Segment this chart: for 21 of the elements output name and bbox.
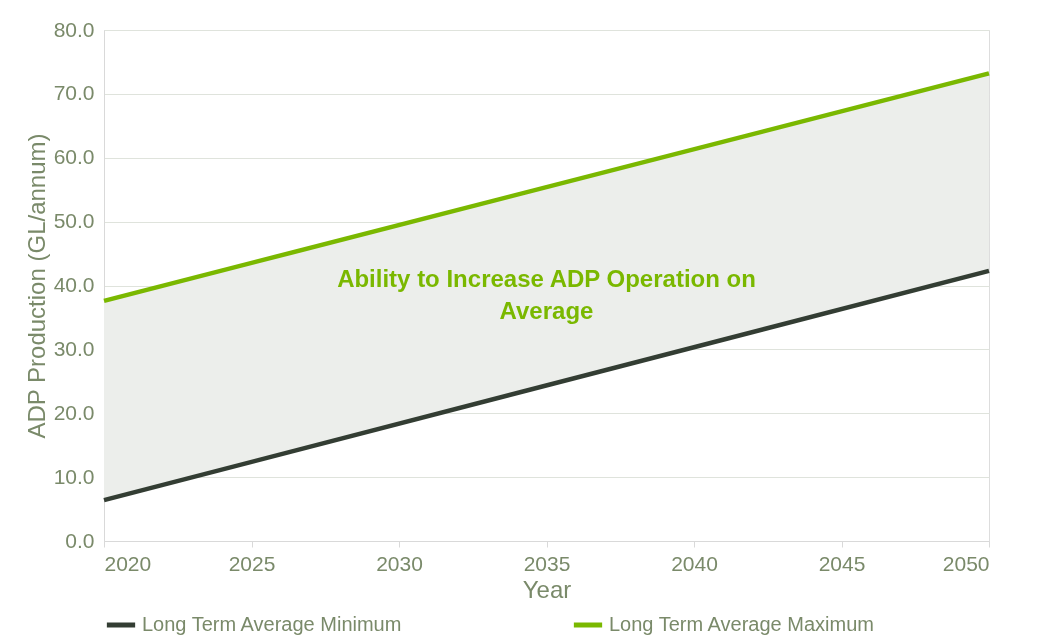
y-tick-label: 0.0: [65, 528, 95, 552]
annotation: Ability to Increase ADP Operation on Average: [337, 265, 756, 325]
y-tick-label: 10.0: [53, 464, 95, 488]
y-axis-title: ADP Production (GL/annum): [22, 133, 50, 439]
y-tick-label: 60.0: [53, 145, 95, 169]
x-tick-label: 2045: [818, 551, 866, 575]
y-tick-label: 30.0: [53, 336, 95, 360]
x-tick-label: 2035: [523, 551, 571, 575]
legend-label: Long Term Average Minimum: [142, 613, 402, 635]
y-tick-label: 70.0: [53, 81, 95, 105]
y-tick-label: 80.0: [53, 17, 95, 41]
x-tick-label: 2025: [228, 551, 276, 575]
x-tick-label: 2030: [376, 551, 423, 575]
legend-label: Long Term Average Maximum: [609, 613, 874, 635]
x-tick-label: 2020: [104, 551, 152, 575]
y-tick-label: 50.0: [53, 209, 95, 233]
y-tick-label: 40.0: [53, 273, 95, 296]
x-axis-title: Year: [522, 575, 572, 603]
y-tick-label: 20.0: [53, 400, 95, 424]
x-tick-label: 2050: [942, 551, 990, 575]
x-tick-label: 2040: [671, 551, 718, 575]
